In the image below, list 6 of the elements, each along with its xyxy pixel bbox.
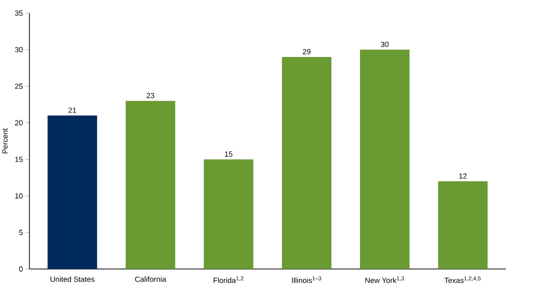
bar bbox=[282, 56, 332, 269]
bar bbox=[204, 159, 254, 269]
bar bbox=[126, 100, 176, 269]
bar bbox=[360, 49, 410, 269]
bar bbox=[438, 181, 488, 269]
bar bbox=[48, 115, 98, 269]
